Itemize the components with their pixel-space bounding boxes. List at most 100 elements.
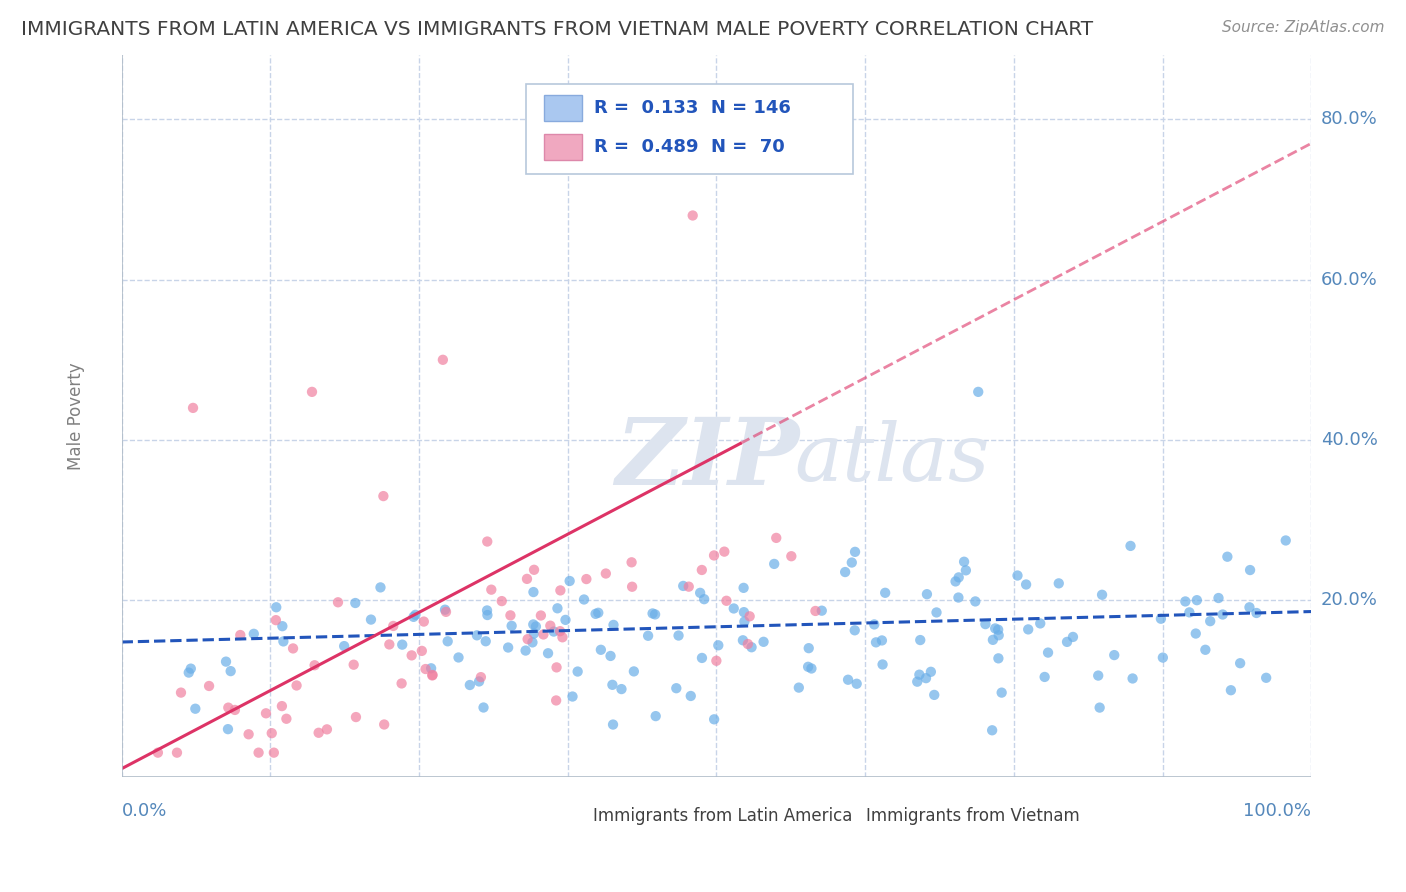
Point: [260, 726, 283, 740]
Point: [953, 555, 976, 569]
Point: [382, 619, 405, 633]
Point: [955, 563, 977, 577]
Point: [522, 585, 544, 599]
Point: [965, 594, 987, 608]
Point: [1239, 563, 1261, 577]
Point: [1219, 683, 1241, 698]
Point: [146, 746, 169, 760]
Point: [458, 678, 481, 692]
Point: [530, 608, 553, 623]
Point: [945, 574, 967, 589]
Point: [915, 671, 938, 685]
Point: [254, 706, 277, 721]
Point: [343, 657, 366, 672]
Point: [1174, 594, 1197, 608]
Point: [326, 595, 349, 609]
Point: [610, 682, 633, 697]
Text: atlas: atlas: [794, 420, 990, 498]
Point: [703, 712, 725, 726]
Point: [271, 699, 294, 714]
Point: [177, 665, 200, 680]
Point: [922, 688, 945, 702]
Point: [276, 712, 298, 726]
Point: [524, 619, 547, 633]
Point: [477, 534, 499, 549]
Point: [637, 629, 659, 643]
Text: ZIP: ZIP: [616, 414, 800, 504]
Point: [516, 572, 538, 586]
Point: [415, 662, 437, 676]
Point: [1194, 642, 1216, 657]
Point: [787, 681, 810, 695]
Point: [713, 544, 735, 558]
Text: 40.0%: 40.0%: [1320, 431, 1378, 449]
Point: [837, 673, 859, 687]
Point: [447, 650, 470, 665]
Point: [316, 723, 339, 737]
Point: [515, 643, 537, 657]
Point: [1056, 635, 1078, 649]
Point: [1102, 648, 1125, 662]
Point: [1029, 616, 1052, 631]
Point: [738, 609, 761, 624]
Point: [558, 574, 581, 588]
Point: [905, 674, 928, 689]
Point: [588, 606, 610, 620]
Point: [865, 635, 887, 649]
Point: [1185, 593, 1208, 607]
Point: [491, 594, 513, 608]
Point: [678, 580, 700, 594]
Point: [217, 722, 239, 736]
Text: Immigrants from Vietnam: Immigrants from Vietnam: [866, 807, 1080, 825]
Point: [475, 603, 498, 617]
Point: [990, 685, 1012, 699]
Point: [422, 668, 444, 682]
Text: 100.0%: 100.0%: [1243, 802, 1312, 820]
Point: [474, 634, 496, 648]
Point: [834, 565, 856, 579]
Point: [1256, 671, 1278, 685]
Point: [841, 556, 863, 570]
Point: [915, 587, 938, 601]
Point: [623, 665, 645, 679]
Point: [180, 662, 202, 676]
Point: [238, 727, 260, 741]
Point: [948, 570, 970, 584]
Point: [170, 685, 193, 699]
Point: [247, 746, 270, 760]
Point: [723, 601, 745, 615]
Point: [589, 642, 612, 657]
Text: 60.0%: 60.0%: [1320, 270, 1378, 289]
Point: [551, 630, 574, 644]
FancyBboxPatch shape: [544, 134, 582, 160]
Point: [585, 607, 607, 621]
Point: [707, 638, 730, 652]
Text: IMMIGRANTS FROM LATIN AMERICA VS IMMIGRANTS FROM VIETNAM MALE POVERTY CORRELATIO: IMMIGRANTS FROM LATIN AMERICA VS IMMIGRA…: [21, 20, 1094, 38]
Point: [412, 615, 434, 629]
Point: [554, 613, 576, 627]
Point: [987, 628, 1010, 642]
Point: [543, 624, 565, 639]
Point: [1062, 630, 1084, 644]
Point: [531, 627, 554, 641]
Point: [668, 628, 690, 642]
Point: [273, 634, 295, 648]
Point: [1212, 607, 1234, 622]
Point: [264, 613, 287, 627]
Point: [665, 681, 688, 696]
Point: [243, 627, 266, 641]
Point: [281, 641, 304, 656]
Point: [602, 618, 624, 632]
Point: [974, 617, 997, 632]
Point: [987, 623, 1010, 637]
Point: [797, 641, 820, 656]
Point: [522, 635, 544, 649]
Point: [1017, 623, 1039, 637]
Point: [496, 640, 519, 655]
Point: [1184, 626, 1206, 640]
Point: [595, 566, 617, 581]
Point: [516, 632, 538, 647]
Point: [733, 605, 755, 619]
Point: [1274, 533, 1296, 548]
Point: [679, 689, 702, 703]
